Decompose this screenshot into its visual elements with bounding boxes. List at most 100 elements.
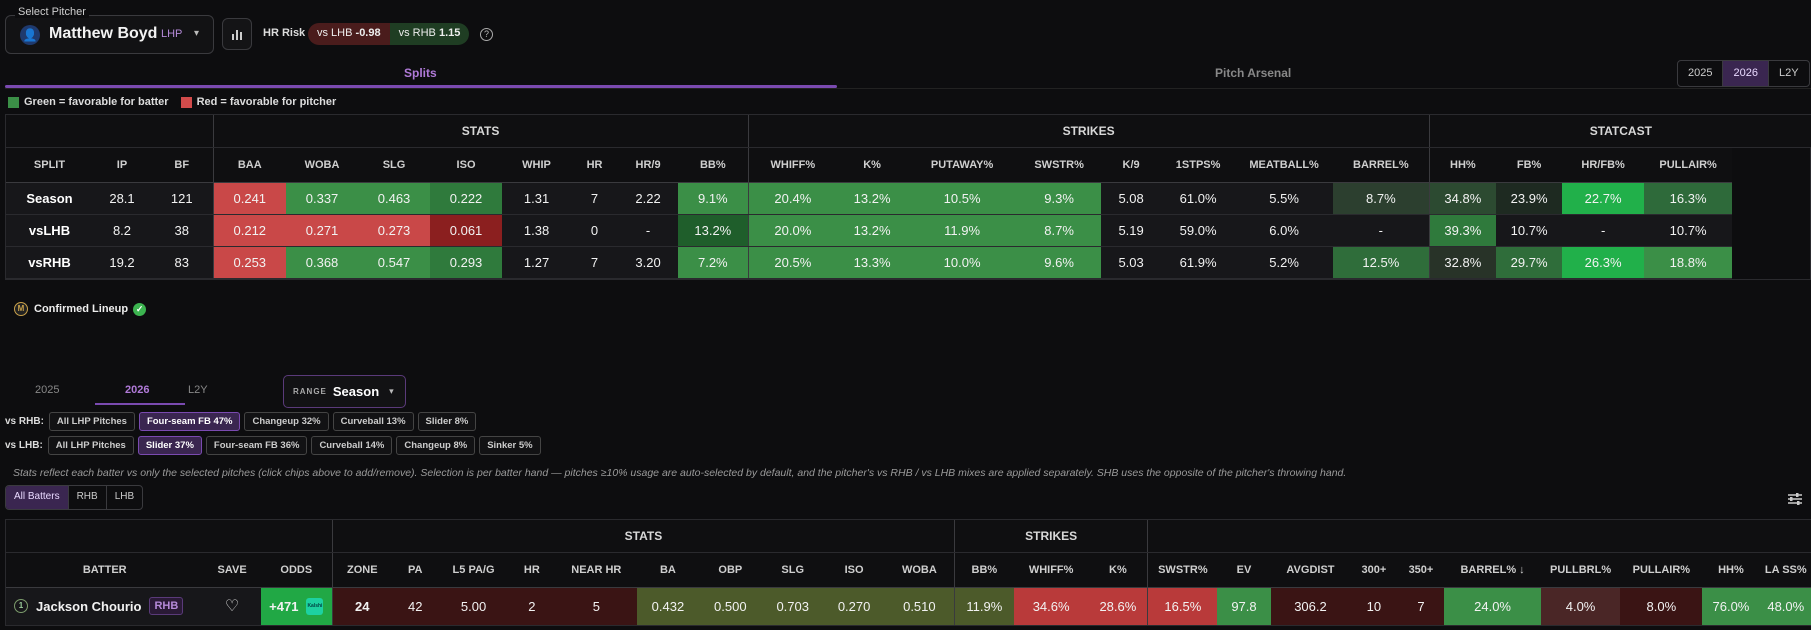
split-cell-meatball: 6.0%: [1235, 214, 1334, 247]
column-header-obp[interactable]: OBP: [698, 552, 763, 588]
column-header-putaway[interactable]: PUTAWAY%: [907, 147, 1018, 183]
split-cell-meatball: 5.5%: [1235, 182, 1334, 215]
column-header-barrel[interactable]: BARREL%: [1333, 147, 1430, 183]
split-cell-hh: 34.8%: [1428, 182, 1497, 215]
lineup-tab-2025[interactable]: 2025: [35, 384, 60, 396]
batter-row[interactable]: 1 Jackson Chourio RHB ♡ +471 Kalshi 24 42 5.00 2 5…: [6, 587, 1811, 625]
tab-pitch-arsenal[interactable]: Pitch Arsenal: [1215, 66, 1292, 80]
split-cell-whiff: 20.5%: [747, 246, 838, 279]
column-header-odds[interactable]: ODDS: [260, 552, 333, 588]
year-option-l2y[interactable]: L2Y: [1778, 67, 1799, 79]
chart-button[interactable]: [222, 18, 252, 50]
column-header-pullbrl[interactable]: PULLBRL%: [1540, 552, 1621, 588]
rhb-chip-changeup-32[interactable]: Changeup 32%: [244, 412, 329, 431]
lhb-chip-sinker-5[interactable]: Sinker 5%: [479, 436, 541, 455]
year-option-2026[interactable]: 2026: [1723, 61, 1769, 86]
lhb-chip-curveball-14[interactable]: Curveball 14%: [311, 436, 393, 455]
column-header-300[interactable]: 300+: [1350, 552, 1398, 588]
batter-cell-ev: 97.8: [1217, 587, 1271, 625]
column-header-save[interactable]: SAVE: [203, 552, 261, 588]
lhb-chip-changeup-8[interactable]: Changeup 8%: [396, 436, 476, 455]
column-header-split[interactable]: SPLIT: [6, 147, 93, 183]
split-cell-putaway: 10.5%: [907, 182, 1018, 215]
split-cell-fb: 29.7%: [1496, 246, 1563, 279]
batter-filter-lhb[interactable]: LHB: [114, 491, 135, 502]
lhb-chip-all-lhp-pitches[interactable]: All LHP Pitches: [47, 436, 134, 455]
column-header-bb[interactable]: BB%: [678, 147, 749, 183]
tab-splits[interactable]: Splits: [404, 66, 437, 80]
column-header-350[interactable]: 350+: [1397, 552, 1445, 588]
batter-settings-icon[interactable]: [1787, 491, 1803, 510]
column-header-bb[interactable]: BB%: [953, 552, 1014, 588]
column-header-pullair[interactable]: PULLAIR%: [1620, 552, 1703, 588]
column-header-1stps[interactable]: 1STPS%: [1161, 147, 1236, 183]
column-header-k[interactable]: K%: [1088, 552, 1148, 588]
year-option-2025[interactable]: 2025: [1678, 61, 1724, 86]
column-header-hh[interactable]: HH%: [1702, 552, 1760, 588]
column-header-woba[interactable]: WOBA: [286, 147, 359, 183]
column-header-swstr[interactable]: SWSTR%: [1147, 552, 1218, 588]
batter-cell[interactable]: 1 Jackson Chourio RHB: [6, 587, 204, 625]
split-cell-barrel: 8.7%: [1333, 182, 1430, 215]
column-header-k[interactable]: K%: [837, 147, 908, 183]
lhb-chip-slider-37[interactable]: Slider 37%: [137, 436, 202, 455]
range-select[interactable]: RANGE Season ▾: [283, 375, 406, 408]
column-header-batter[interactable]: BATTER: [6, 552, 204, 588]
column-header-hr-9[interactable]: HR/9: [618, 147, 679, 183]
batter-name[interactable]: Jackson Chourio: [36, 598, 142, 614]
column-header-whiff[interactable]: WHIFF%: [1013, 552, 1089, 588]
column-header-pullair[interactable]: PULLAIR%: [1644, 147, 1733, 183]
column-header-swstr[interactable]: SWSTR%: [1017, 147, 1102, 183]
column-header-avgdist[interactable]: AVGDIST: [1270, 552, 1351, 588]
vs-rhb-label: vs RHB:: [5, 416, 44, 427]
column-header-near-hr[interactable]: NEAR HR: [555, 552, 638, 588]
column-header-whip[interactable]: WHIP: [502, 147, 572, 183]
column-header-ip[interactable]: IP: [93, 147, 151, 183]
pitcher-avatar: 👤: [20, 25, 40, 45]
split-row-season: Season 28.1 121 0.241 0.337 0.463 0.222 1.31 7 2.…: [6, 182, 1811, 215]
lineup-tab-l2y[interactable]: L2Y: [188, 384, 208, 396]
column-header-bf[interactable]: BF: [151, 147, 214, 183]
lineup-tab-2026[interactable]: 2026: [125, 384, 150, 396]
column-header-la-ss[interactable]: LA SS%: [1759, 552, 1811, 588]
column-header-whiff[interactable]: WHIFF%: [747, 147, 838, 183]
rhb-chip-all-lhp-pitches[interactable]: All LHP Pitches: [48, 412, 135, 431]
column-header-barrel[interactable]: BARREL% ↓: [1444, 552, 1541, 588]
split-label: Season: [6, 182, 93, 215]
column-header-hr[interactable]: HR: [571, 147, 619, 183]
rhb-chip-slider-8[interactable]: Slider 8%: [417, 412, 477, 431]
batter-filter-rhb[interactable]: RHB: [69, 486, 107, 509]
column-header-baa[interactable]: BAA: [212, 147, 287, 183]
rhb-chip-four-seam-fb-47[interactable]: Four-seam FB 47%: [138, 412, 241, 431]
column-header-ba[interactable]: BA: [637, 552, 699, 588]
lhb-chip-four-seam-fb-36[interactable]: Four-seam FB 36%: [205, 436, 308, 455]
column-header-hr[interactable]: HR: [508, 552, 556, 588]
column-header-fb[interactable]: FB%: [1496, 147, 1563, 183]
heart-icon[interactable]: ♡: [224, 598, 240, 616]
split-cell-swstr: 9.6%: [1017, 246, 1102, 279]
split-cell-fb: 10.7%: [1496, 214, 1563, 247]
column-header-ev[interactable]: EV: [1217, 552, 1271, 588]
pitcher-select[interactable]: 👤 Matthew Boyd LHP ▾: [5, 15, 214, 54]
help-icon[interactable]: ?: [480, 28, 493, 41]
column-header-woba[interactable]: WOBA: [884, 552, 955, 588]
split-cell-hr: 0: [571, 214, 619, 247]
column-header-meatball[interactable]: MEATBALL%: [1235, 147, 1334, 183]
batter-cell-hh: 76.0%: [1702, 587, 1760, 625]
column-header-slg[interactable]: SLG: [358, 147, 431, 183]
column-header-hr-fb[interactable]: HR/FB%: [1562, 147, 1645, 183]
column-header-hh[interactable]: HH%: [1428, 147, 1497, 183]
column-header-k-9[interactable]: K/9: [1101, 147, 1162, 183]
batter-filter-all-batters[interactable]: All Batters: [6, 486, 69, 509]
column-header-slg[interactable]: SLG: [762, 552, 824, 588]
column-header-pa[interactable]: PA: [391, 552, 439, 588]
rhb-chip-curveball-13[interactable]: Curveball 13%: [332, 412, 414, 431]
column-header-l5-pa-g[interactable]: L5 PA/G: [438, 552, 509, 588]
column-header-iso[interactable]: ISO: [823, 552, 885, 588]
split-cell-k-9: 5.03: [1101, 246, 1162, 279]
column-header-zone[interactable]: ZONE: [331, 552, 392, 588]
lineup-title: Confirmed Lineup: [34, 303, 129, 315]
column-header-iso[interactable]: ISO: [430, 147, 503, 183]
hr-risk-label: HR Risk: [263, 27, 306, 39]
odds-cell[interactable]: +471 Kalshi: [260, 587, 333, 625]
